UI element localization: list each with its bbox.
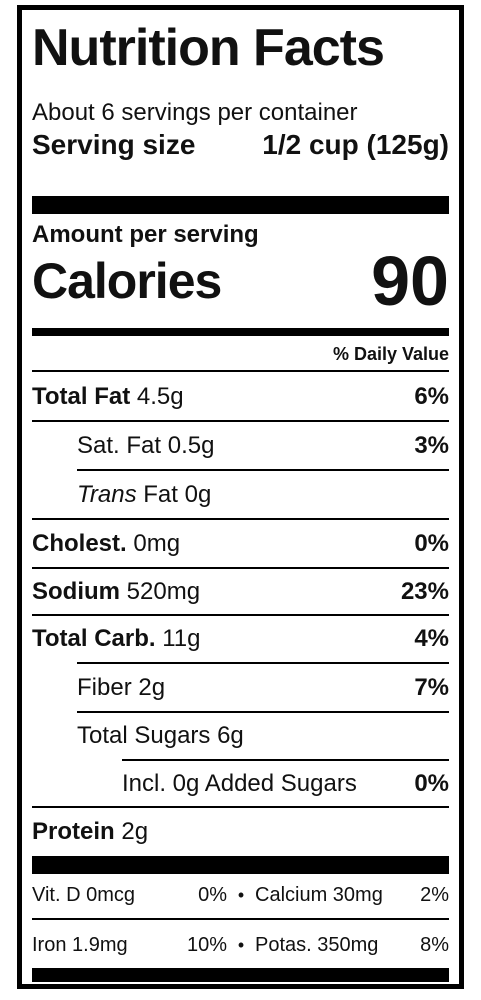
- vitamin-dv: 8%: [420, 933, 449, 956]
- nutrient-label: Protein: [32, 818, 115, 845]
- nutrient-amount: 11g: [162, 625, 201, 652]
- nutrient-amount: 0mg: [133, 530, 181, 557]
- label-title: Nutrition Facts: [32, 19, 385, 77]
- nutrient-amount: 2g: [121, 818, 149, 845]
- serving-size-value: 1/2 cup (125g): [262, 129, 449, 160]
- nutrient-dv: 4%: [414, 625, 449, 652]
- calories-value: 90: [371, 242, 449, 320]
- vitamin-label: Vit. D 0mcg: [32, 883, 135, 906]
- vitamin-label: Potas. 350mg: [255, 933, 379, 956]
- vitamin-row: Vit. D 0mcg 0% • Calcium 30mg 2%: [32, 872, 449, 918]
- nutrient-amount: 520mg: [126, 578, 201, 605]
- nutrient-row-added-sugars: Incl. 0g Added Sugars 0%: [32, 761, 449, 807]
- calories-label: Calories: [32, 253, 222, 309]
- nutrient-label: Sodium: [32, 578, 120, 605]
- nutrient-label: Fat: [143, 481, 178, 508]
- rule: [32, 420, 449, 422]
- nutrient-amount: 6g: [217, 722, 244, 749]
- servings-per-container: About 6 servings per container: [32, 99, 358, 126]
- nutrient-label: Incl. 0g Added Sugars: [122, 770, 357, 797]
- vitamin-dv: 2%: [420, 883, 449, 906]
- thick-divider-vitamins: [32, 856, 449, 874]
- nutrient-label: Sat. Fat: [77, 432, 162, 459]
- bullet-icon: •: [237, 934, 245, 955]
- nutrient-amount: 0g: [184, 481, 212, 508]
- rule: [32, 806, 449, 808]
- nutrient-row-cholest: Cholest. 0mg 0%: [32, 521, 449, 567]
- serving-size-row: Serving size 1/2 cup (125g): [32, 128, 449, 162]
- thick-divider-bottom: [32, 968, 449, 982]
- vitamin-dv: 10%: [186, 933, 227, 956]
- nutrient-row-protein: Protein 2g: [32, 809, 449, 855]
- nutrient-dv: 6%: [414, 383, 449, 410]
- nutrient-amount: 2g: [138, 674, 166, 701]
- vitamin-row: Iron 1.9mg 10% • Potas. 350mg 8%: [32, 922, 449, 968]
- nutrient-dv: 7%: [414, 674, 449, 701]
- rule: [77, 662, 449, 664]
- vitamin-dv: 0%: [198, 883, 227, 906]
- label-inner: Nutrition Facts About 6 servings per con…: [32, 10, 449, 984]
- nutrient-dv: 3%: [414, 432, 449, 459]
- nutrient-label: Cholest.: [32, 530, 127, 557]
- rule: [32, 518, 449, 520]
- nutrient-label: Fiber: [77, 674, 132, 701]
- nutrient-dv: 0%: [414, 530, 449, 557]
- calories-row: Calories 90: [32, 242, 449, 320]
- vitamin-label: Calcium 30mg: [255, 883, 383, 906]
- rule: [32, 614, 449, 616]
- amount-per-serving: Amount per serving: [32, 221, 259, 248]
- rule: [122, 759, 449, 761]
- nutrient-dv: 23%: [400, 578, 449, 605]
- serving-size-label: Serving size: [32, 129, 196, 160]
- rule: [32, 918, 449, 920]
- nutrient-row-total-sugars: Total Sugars 6g: [32, 713, 449, 759]
- nutrient-dv: 0%: [414, 770, 449, 797]
- nutrient-row-trans-fat: Trans Fat 0g: [32, 472, 449, 518]
- daily-value-header: % Daily Value: [332, 344, 449, 364]
- nutrient-row-total-carb: Total Carb. 11g 4%: [32, 616, 449, 662]
- thick-divider-top: [32, 196, 449, 214]
- nutrient-row-total-fat: Total Fat 4.5g 6%: [32, 374, 449, 420]
- nutrient-row-sat-fat: Sat. Fat 0.5g 3%: [32, 423, 449, 469]
- nutrient-row-fiber: Fiber 2g 7%: [32, 665, 449, 711]
- nutrient-row-sodium: Sodium 520mg 23%: [32, 569, 449, 615]
- medium-divider: [32, 328, 449, 336]
- rule: [32, 567, 449, 569]
- nutrient-amount: 4.5g: [136, 383, 184, 410]
- nutrition-facts-label: Nutrition Facts About 6 servings per con…: [17, 5, 464, 989]
- nutrient-label-italic: Trans: [77, 481, 137, 508]
- rule: [32, 370, 449, 372]
- vitamin-label: Iron 1.9mg: [32, 933, 128, 956]
- rule: [77, 469, 449, 471]
- rule: [77, 711, 449, 713]
- nutrient-label: Total Sugars: [77, 722, 211, 749]
- nutrient-label: Total Fat: [32, 383, 131, 410]
- nutrient-label: Total Carb.: [32, 625, 156, 652]
- bullet-icon: •: [237, 884, 245, 905]
- nutrient-amount: 0.5g: [167, 432, 215, 459]
